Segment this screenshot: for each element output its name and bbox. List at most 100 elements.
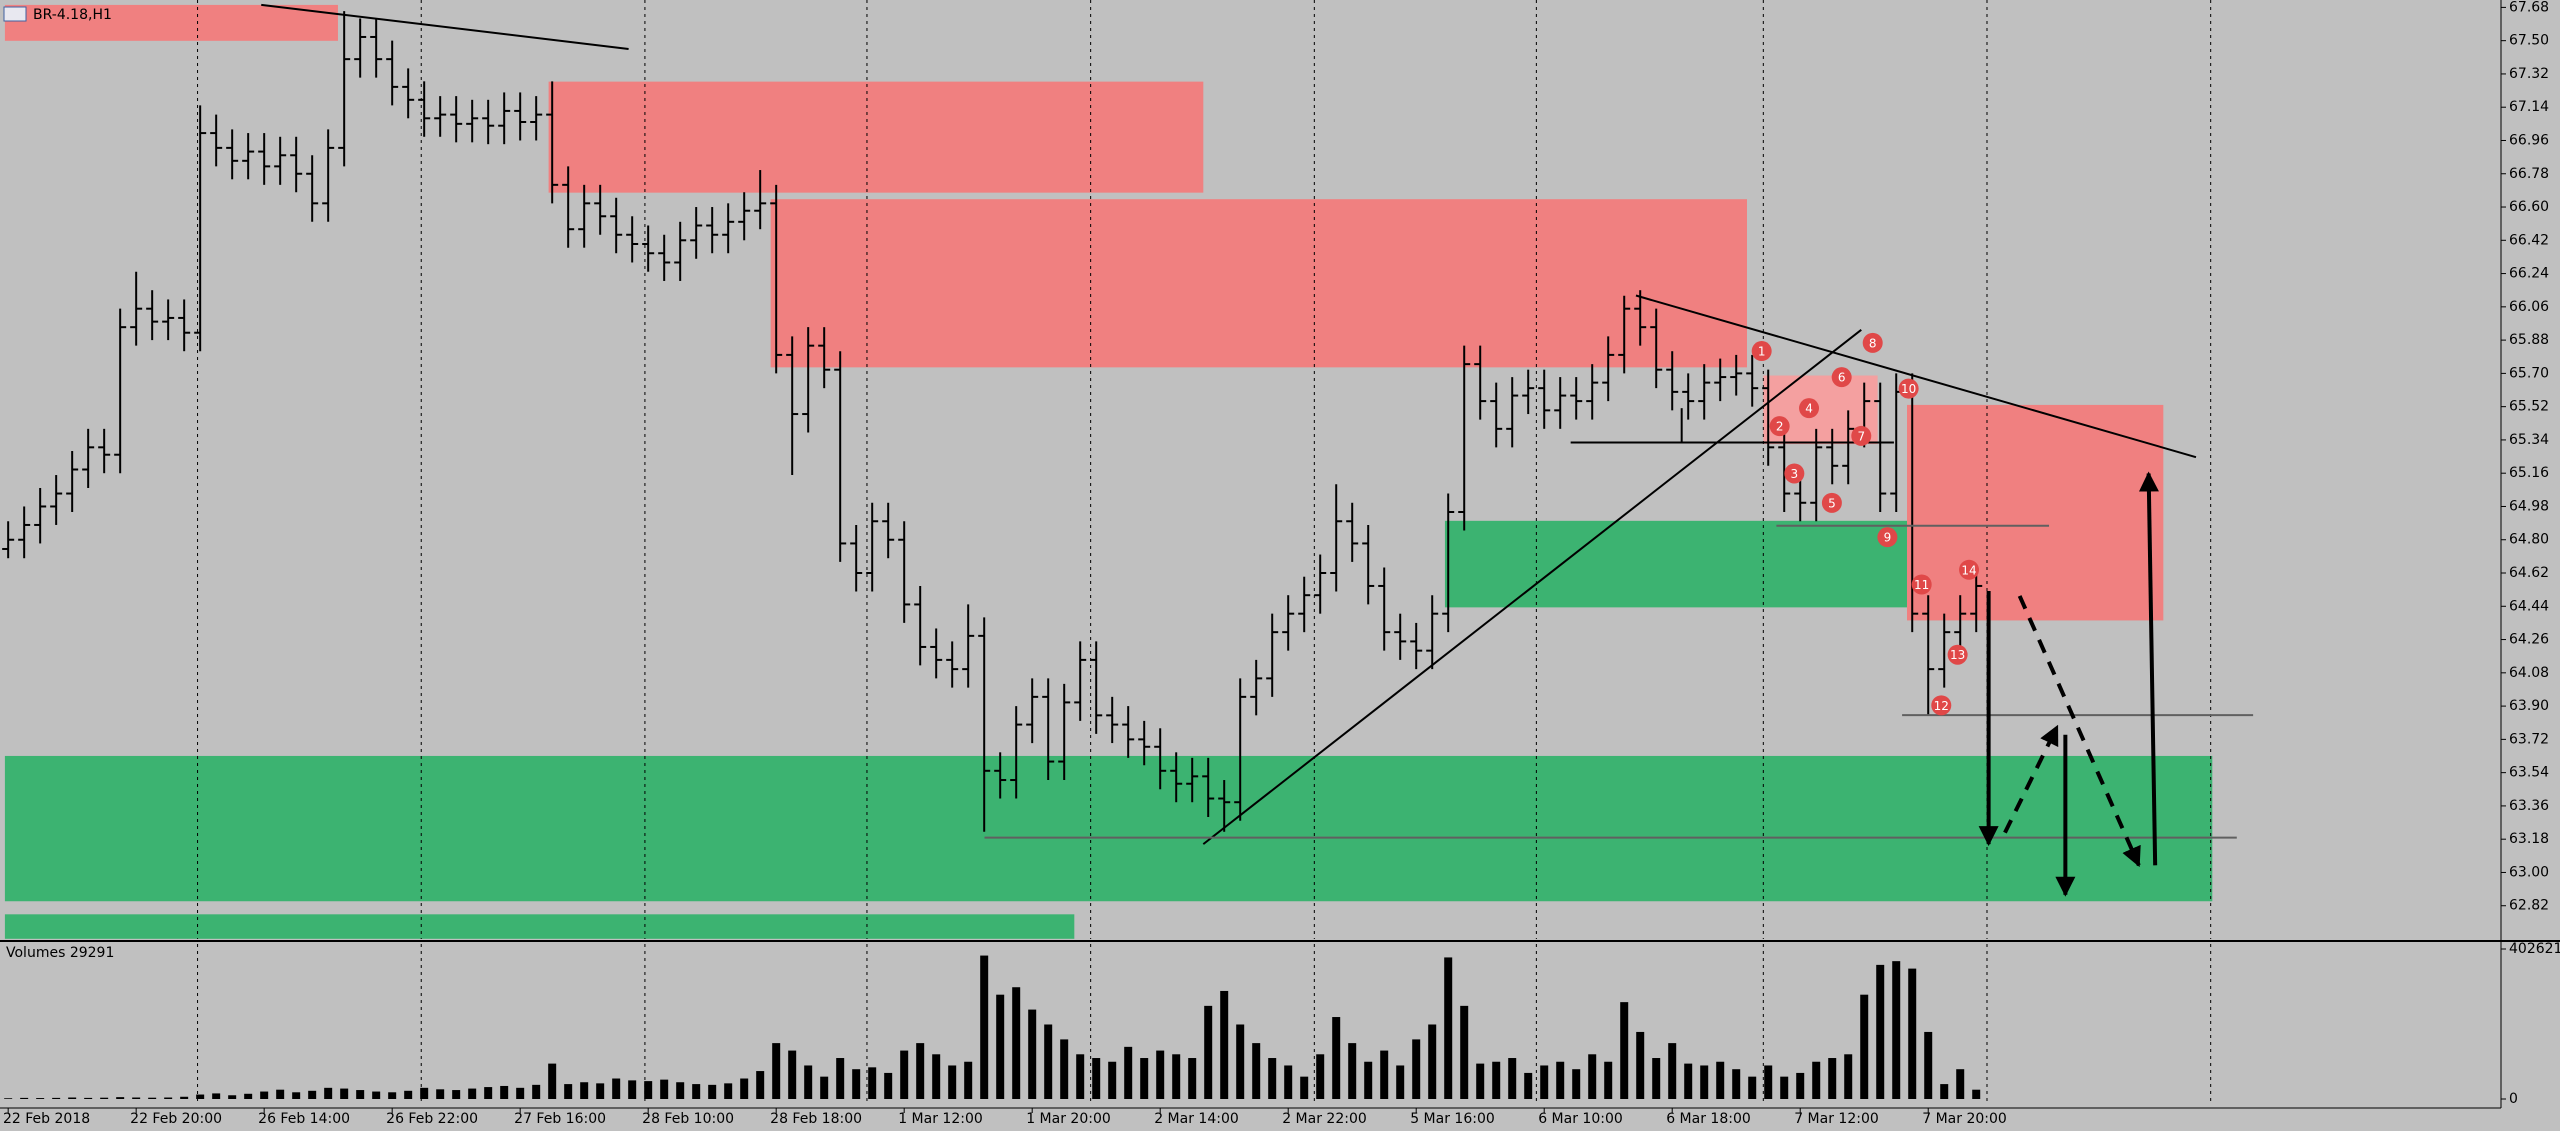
- x-tick-label: 2 Mar 22:00: [1282, 1111, 1367, 1127]
- trend-line: [2138, 471, 2159, 866]
- volume-bar: [1332, 1017, 1341, 1099]
- trend-line: [261, 3, 629, 50]
- volume-bar: [628, 1080, 637, 1099]
- volume-bar: [612, 1078, 621, 1099]
- y-tick-label: 65.70: [2509, 365, 2549, 381]
- y-tick-label: 64.98: [2509, 498, 2549, 514]
- volume-bar: [1556, 1061, 1565, 1099]
- volume-bar: [1908, 968, 1917, 1099]
- y-tick-label: 66.78: [2509, 166, 2549, 182]
- volume-bar: [708, 1084, 717, 1099]
- marker-circle: [1784, 463, 1805, 484]
- x-tick-label: 2 Mar 14:00: [1154, 1111, 1239, 1127]
- volume-bar: [212, 1093, 221, 1099]
- volume-bar: [1300, 1076, 1309, 1099]
- volume-bar: [1860, 994, 1869, 1099]
- volume-bar: [292, 1092, 301, 1099]
- y-tick-label: 62.82: [2509, 898, 2549, 914]
- volume-bar: [1060, 1039, 1069, 1099]
- volume-bar: [1972, 1089, 1981, 1099]
- y-tick-label: 65.16: [2509, 465, 2549, 481]
- zones: [4, 4, 2213, 939]
- volume-bar: [132, 1097, 141, 1099]
- volume-bar: [804, 1065, 813, 1099]
- volume-bar: [1588, 1054, 1597, 1099]
- volume-bar: [20, 1097, 29, 1099]
- volume-bar: [820, 1076, 829, 1099]
- y-tick-label: 64.44: [2509, 598, 2549, 614]
- marker-circle: [1947, 644, 1968, 665]
- marker-circle: [1769, 416, 1790, 437]
- volume-bar: [420, 1087, 429, 1099]
- y-tick-label: 63.00: [2509, 864, 2549, 880]
- volume-bar: [884, 1072, 893, 1099]
- volume-bar: [196, 1094, 205, 1099]
- volume-bar: [900, 1050, 909, 1099]
- marker-label: 6: [1838, 371, 1846, 385]
- marker-circle: [1851, 425, 1872, 446]
- volume-bar: [484, 1087, 493, 1099]
- volume-bar: [1956, 1069, 1965, 1099]
- volume-bar: [68, 1097, 77, 1099]
- marker-label: 5: [1828, 496, 1836, 510]
- volume-bar: [1684, 1063, 1693, 1099]
- volume-bar: [1796, 1072, 1805, 1099]
- y-tick-label: 63.18: [2509, 831, 2549, 847]
- volume-bar: [676, 1082, 685, 1099]
- volume-bar: [1364, 1061, 1373, 1099]
- x-tick-label: 1 Mar 20:00: [1026, 1111, 1111, 1127]
- x-tick-label: 26 Feb 14:00: [258, 1111, 350, 1127]
- volume-bar: [308, 1090, 317, 1099]
- volume-bar: [1540, 1065, 1549, 1099]
- volume-bar: [1124, 1046, 1133, 1099]
- volume-bar: [1700, 1065, 1709, 1099]
- volume-bar: [372, 1091, 381, 1099]
- x-tick-label: 5 Mar 16:00: [1410, 1111, 1495, 1127]
- volume-bar: [1284, 1065, 1293, 1099]
- volume-bar: [324, 1087, 333, 1099]
- marker-label: 13: [1950, 648, 1965, 662]
- y-tick-label: 64.62: [2509, 565, 2549, 581]
- marker-circle: [1959, 559, 1980, 580]
- volume-bar: [52, 1097, 61, 1099]
- volume-bar: [1460, 1005, 1469, 1099]
- volume-bar: [100, 1097, 109, 1099]
- volume-bar: [1348, 1043, 1357, 1099]
- volume-bar: [1444, 957, 1453, 1099]
- marker-label: 3: [1791, 467, 1799, 481]
- volume-bar: [964, 1061, 973, 1099]
- volume-bar: [1076, 1054, 1085, 1099]
- y-tick-label: 67.14: [2509, 99, 2549, 115]
- x-tick-label: 6 Mar 18:00: [1666, 1111, 1751, 1127]
- volume-bar: [996, 994, 1005, 1099]
- trend-line: [1635, 294, 2197, 459]
- volume-bar: [868, 1067, 877, 1099]
- volume-bar: [276, 1089, 285, 1099]
- x-tick-label: 27 Feb 16:00: [514, 1111, 606, 1127]
- volume-bar: [1732, 1069, 1741, 1099]
- volume-bar: [1652, 1058, 1661, 1099]
- volume-bar: [1252, 1043, 1261, 1099]
- y-tick-label: 66.96: [2509, 132, 2549, 148]
- marker-label: 2: [1776, 420, 1784, 434]
- volume-bar: [1604, 1061, 1613, 1099]
- marker-circle: [1898, 378, 1919, 399]
- y-tick-label: 66.60: [2509, 199, 2549, 215]
- volume-bar: [948, 1065, 957, 1099]
- trend-line: [1202, 329, 1862, 845]
- y-tick-label: 402621: [2509, 941, 2560, 957]
- y-tick-label: 67.50: [2509, 33, 2549, 49]
- x-tick-label: 6 Mar 10:00: [1538, 1111, 1623, 1127]
- volume-bar: [1924, 1031, 1933, 1099]
- volume-bar: [1268, 1058, 1277, 1099]
- volume-bar: [596, 1083, 605, 1099]
- y-tick-label: 67.68: [2509, 0, 2549, 15]
- volume-bar: [84, 1097, 93, 1099]
- volume-bar: [1876, 964, 1885, 1099]
- marker-circle: [1862, 332, 1883, 353]
- marker-circle: [1831, 367, 1852, 388]
- marker-circle: [1799, 398, 1820, 419]
- volume-bar: [1508, 1058, 1517, 1099]
- volume-bar: [180, 1096, 189, 1099]
- volume-bar: [548, 1063, 557, 1099]
